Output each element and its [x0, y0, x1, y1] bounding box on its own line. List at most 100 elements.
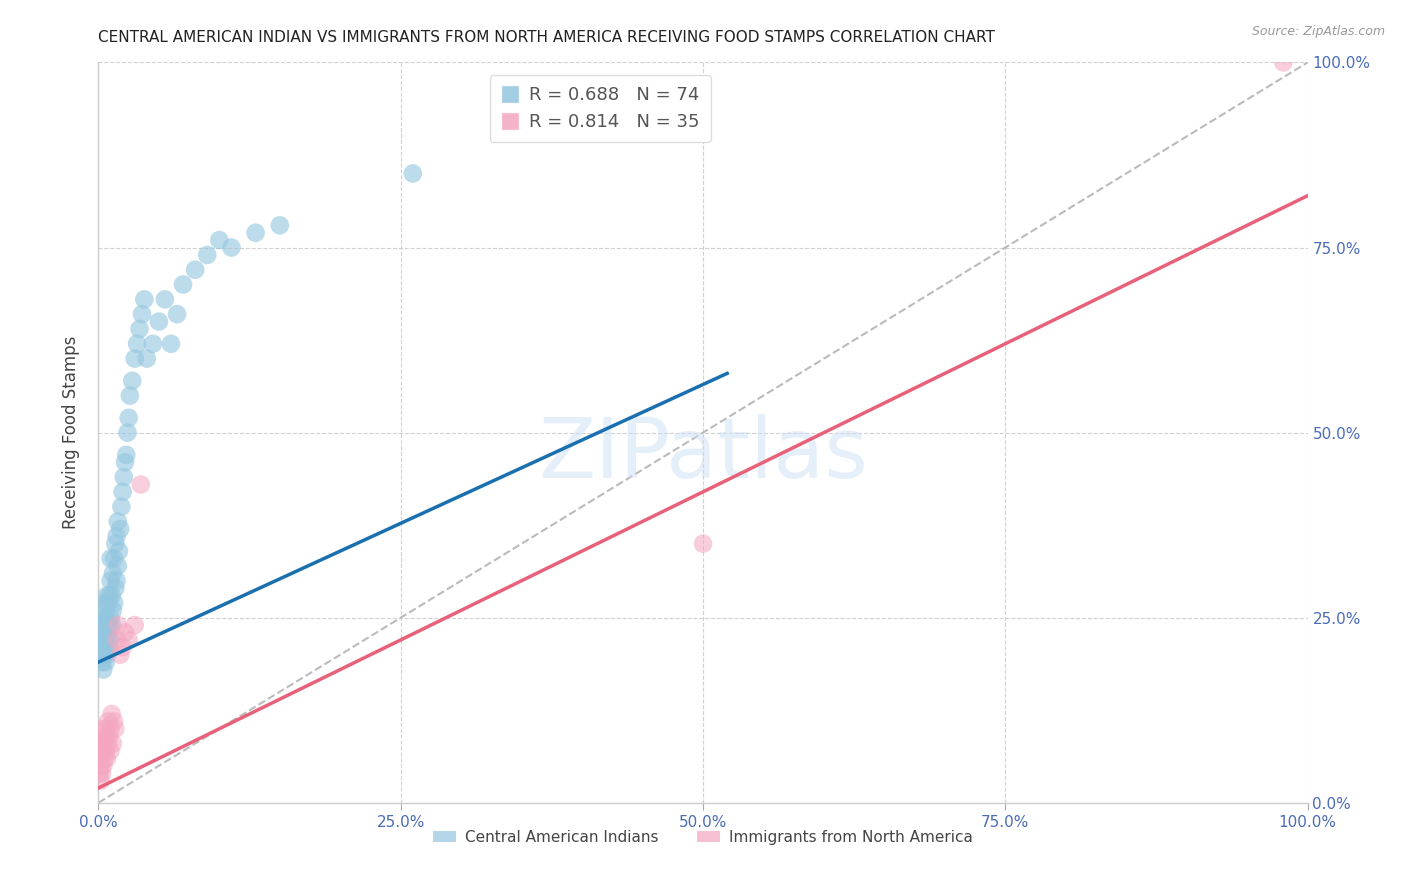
Point	[111, 640, 134, 655]
Point	[134, 293, 156, 307]
Point	[97, 596, 120, 610]
Point	[96, 589, 118, 603]
Point	[93, 648, 115, 662]
Point	[94, 618, 117, 632]
Point	[184, 262, 207, 277]
Point	[107, 618, 129, 632]
Point	[124, 618, 146, 632]
Point	[89, 751, 111, 765]
Point	[98, 618, 121, 632]
Point	[105, 529, 128, 543]
Point	[118, 410, 141, 425]
Point	[91, 655, 114, 669]
Point	[131, 307, 153, 321]
Point	[96, 729, 118, 743]
Point	[93, 751, 115, 765]
Point	[105, 632, 128, 647]
Point	[104, 722, 127, 736]
Point	[692, 536, 714, 550]
Point	[94, 655, 117, 669]
Point	[90, 625, 112, 640]
Point	[97, 618, 120, 632]
Point	[97, 714, 120, 729]
Point	[129, 477, 152, 491]
Point	[100, 706, 122, 721]
Point	[90, 737, 112, 751]
Point	[91, 603, 114, 617]
Point	[100, 722, 122, 736]
Point	[93, 729, 115, 743]
Point	[91, 632, 114, 647]
Point	[269, 219, 291, 233]
Point	[103, 596, 125, 610]
Point	[100, 610, 122, 624]
Point	[94, 722, 117, 736]
Point	[100, 589, 122, 603]
Point	[101, 603, 124, 617]
Point	[91, 737, 114, 751]
Point	[98, 589, 121, 603]
Point	[208, 233, 231, 247]
Point	[100, 744, 122, 758]
Point	[160, 336, 183, 351]
Point	[89, 632, 111, 647]
Point	[90, 773, 112, 788]
Point	[90, 758, 112, 772]
Point	[107, 515, 129, 529]
Point	[101, 737, 124, 751]
Point	[89, 766, 111, 780]
Point	[245, 226, 267, 240]
Point	[94, 744, 117, 758]
Point	[117, 425, 139, 440]
Point	[121, 374, 143, 388]
Point	[124, 351, 146, 366]
Point	[91, 640, 114, 655]
Y-axis label: Receiving Food Stamps: Receiving Food Stamps	[62, 336, 80, 529]
Point	[96, 648, 118, 662]
Point	[112, 470, 135, 484]
Point	[127, 336, 149, 351]
Point	[105, 574, 128, 588]
Point	[103, 551, 125, 566]
Point	[91, 758, 114, 772]
Point	[108, 648, 131, 662]
Point	[110, 500, 132, 514]
Point	[166, 307, 188, 321]
Point	[172, 277, 194, 292]
Point	[100, 574, 122, 588]
Point	[91, 766, 114, 780]
Point	[97, 632, 120, 647]
Point	[114, 455, 136, 469]
Point	[96, 625, 118, 640]
Point	[111, 484, 134, 499]
Point	[108, 522, 131, 536]
Point	[118, 388, 141, 402]
Point	[93, 640, 115, 655]
Point	[142, 336, 165, 351]
Point	[96, 751, 118, 765]
Point	[115, 448, 138, 462]
Point	[93, 625, 115, 640]
Text: Source: ZipAtlas.com: Source: ZipAtlas.com	[1251, 25, 1385, 38]
Point	[135, 351, 157, 366]
Point	[91, 663, 114, 677]
Point	[402, 166, 425, 180]
Point	[100, 618, 122, 632]
Point	[1272, 55, 1295, 70]
Point	[118, 632, 141, 647]
Point	[91, 744, 114, 758]
Point	[104, 536, 127, 550]
Point	[128, 322, 150, 336]
Point	[98, 640, 121, 655]
Point	[114, 625, 136, 640]
Text: ZIPatlas: ZIPatlas	[538, 414, 868, 495]
Point	[107, 558, 129, 573]
Point	[103, 714, 125, 729]
Point	[100, 551, 122, 566]
Point	[153, 293, 176, 307]
Point	[91, 722, 114, 736]
Point	[104, 581, 127, 595]
Point	[91, 618, 114, 632]
Point	[97, 737, 120, 751]
Point	[100, 632, 122, 647]
